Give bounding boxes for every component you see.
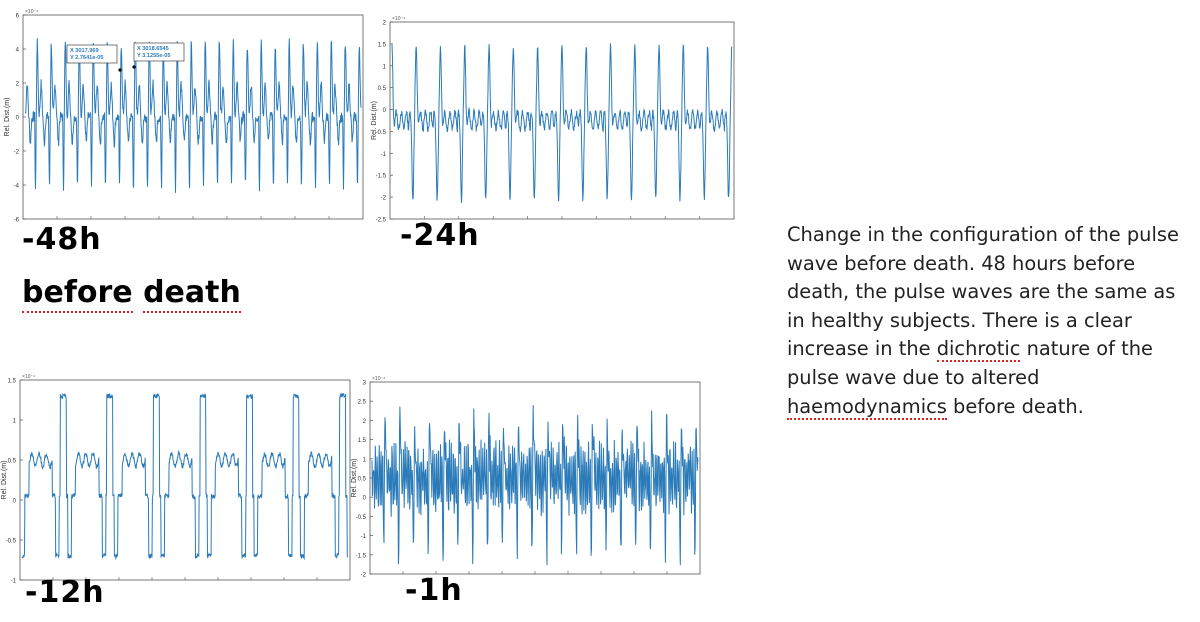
- y-tick-label: 0.5: [8, 459, 17, 465]
- label-minus-48h: -48h: [22, 222, 102, 257]
- chart-minus-1h: 3 2.5 2 1.5 1 0.5 0 -0.5 -1 -1.5 -2 ×10⁻⁴ Rel. Dist.…: [340, 368, 710, 588]
- datatip-x: X 3018.6545: [137, 46, 169, 52]
- y-tick-label: -2: [361, 573, 367, 579]
- y-tick-label: 3: [363, 381, 367, 387]
- datatip-box: [66, 44, 118, 64]
- y-tick-label: 1: [383, 64, 387, 70]
- y-tick-label: 0: [16, 116, 20, 122]
- axis-exponent: ×10⁻⁴: [22, 374, 35, 380]
- y-tick-label: 0: [13, 499, 17, 505]
- before-death-word-2: death: [143, 275, 241, 313]
- datatip-box: [133, 42, 185, 62]
- y-tick-label: -0.5: [356, 515, 367, 521]
- label-minus-1h: -1h: [405, 573, 463, 608]
- y-tick-label: -1.5: [376, 174, 387, 180]
- y-tick-label: -1.5: [356, 553, 367, 559]
- before-death-word-1: before: [22, 275, 133, 313]
- y-tick-label: -2: [381, 196, 387, 202]
- before-death-heading: before death: [22, 275, 241, 313]
- caption-text: Change in the configuration of the pulse…: [787, 221, 1187, 421]
- chart-minus-1h-svg: 3 2.5 2 1.5 1 0.5 0 -0.5 -1 -1.5 -2 ×10⁻⁴ Rel. Dist.…: [351, 376, 701, 579]
- chart-minus-24h-svg: 2 1.5 1 0.5 0 -0.5 -1 -1.5 -2 -2.5 ×10⁻⁴ Rel. Dist.…: [371, 16, 735, 224]
- y-tick-label: 0.5: [378, 86, 387, 92]
- datatip-y: Y 3.1255e-05: [137, 53, 171, 59]
- label-minus-12h: -12h: [25, 575, 105, 610]
- y-axis-label: Rel. Dist.(m): [371, 101, 378, 140]
- y-tick-label: 2.5: [358, 400, 367, 406]
- y-tick-label: 6: [16, 14, 20, 20]
- y-tick-label: -6: [14, 218, 20, 224]
- y-tick-label: 1.5: [8, 379, 17, 385]
- chart-minus-12h: 1.5 1 0.5 0 -0.5 -1 ×10⁻⁴ Rel. Dist.(m): [0, 368, 360, 588]
- y-tick-label: 4: [16, 48, 20, 54]
- series-line: [21, 392, 349, 561]
- axis-exponent: ×10⁻⁴: [372, 376, 385, 382]
- axis-exponent: ×10⁻⁴: [25, 9, 38, 15]
- caption-word-haemodynamics: haemodynamics: [787, 394, 947, 420]
- caption-word-dichrotic: dichrotic: [936, 337, 1021, 363]
- caption-part-2: nature of the pulse wave due to altered: [787, 337, 1153, 389]
- y-axis-label: Rel. Dist.(m): [4, 98, 11, 137]
- chart-minus-48h: 6 4 2 0 -2 -4 -6 ×10⁻⁴ Rel. Dist.(m) X 3017.969 Y …: [0, 0, 370, 232]
- series-line: [371, 404, 699, 566]
- y-axis-label: Rel. Dist.(m): [351, 459, 358, 498]
- axis-exponent: ×10⁻⁴: [392, 16, 405, 22]
- y-tick-label: 1.5: [378, 42, 387, 48]
- y-tick-label: 1: [363, 457, 367, 463]
- y-tick-label: 2: [383, 21, 387, 27]
- datatip-x: X 3017.969: [70, 48, 99, 54]
- y-tick-label: -4: [14, 184, 20, 190]
- series-line: [391, 43, 733, 203]
- y-tick-label: -1: [11, 579, 17, 585]
- y-tick-label: 1: [13, 419, 17, 425]
- y-tick-label: -0.5: [6, 539, 17, 545]
- y-tick-label: -2: [14, 150, 20, 156]
- series-line: [24, 38, 362, 193]
- label-minus-24h: -24h: [400, 218, 480, 253]
- y-tick-label: -2.5: [376, 218, 387, 224]
- y-tick-label: 0: [383, 108, 387, 114]
- caption-part-1: Change in the configuration of the pulse…: [787, 223, 1179, 361]
- y-tick-label: 1.5: [358, 438, 367, 444]
- datatip-marker: [118, 68, 122, 72]
- chart-minus-12h-svg: 1.5 1 0.5 0 -0.5 -1 ×10⁻⁴ Rel. Dist.(m): [1, 374, 351, 585]
- y-axis-label: Rel. Dist.(m): [1, 461, 8, 500]
- datatip-marker: [132, 65, 136, 69]
- y-tick-label: -0.5: [376, 130, 387, 136]
- y-tick-label: -1: [381, 152, 387, 158]
- datatip-y: Y 2.7641e-05: [70, 55, 104, 61]
- chart-minus-24h: 2 1.5 1 0.5 0 -0.5 -1 -1.5 -2 -2.5 ×10⁻⁴ Rel. Dist.…: [362, 0, 742, 232]
- y-tick-label: 2: [16, 82, 20, 88]
- y-tick-label: -1: [361, 534, 367, 540]
- y-tick-label: 0.5: [358, 477, 367, 483]
- y-tick-label: 2: [363, 419, 367, 425]
- y-tick-label: 0: [363, 496, 367, 502]
- caption-part-3: before death.: [946, 394, 1084, 418]
